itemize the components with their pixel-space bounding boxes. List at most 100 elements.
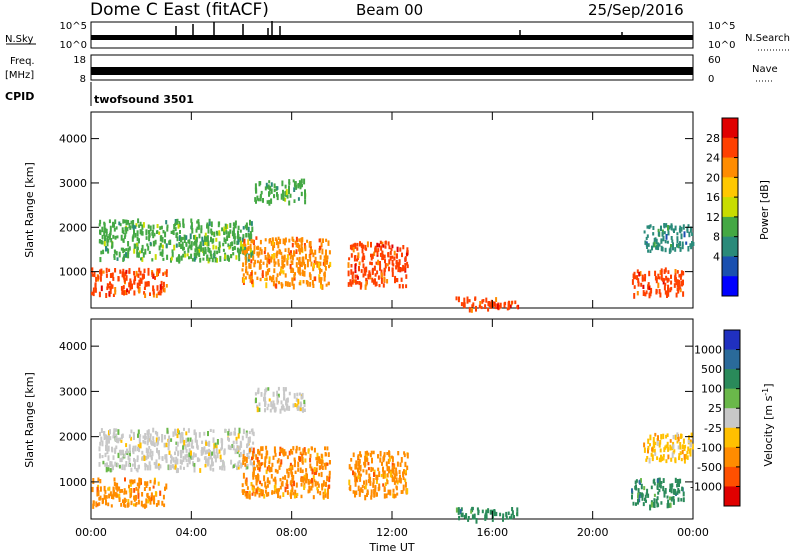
data-cell	[350, 466, 353, 471]
data-cell	[141, 244, 144, 251]
data-cell	[127, 252, 130, 259]
data-cell	[264, 238, 267, 242]
data-cell	[145, 456, 148, 461]
data-cell	[281, 284, 283, 289]
data-cell	[286, 405, 289, 411]
data-cell	[360, 269, 363, 273]
data-cell	[170, 230, 173, 234]
data-cell	[646, 243, 649, 249]
data-cell	[467, 518, 470, 522]
data-cell	[356, 276, 359, 280]
data-cell	[400, 277, 403, 282]
data-cell	[663, 447, 666, 453]
data-cell	[91, 273, 94, 277]
data-cell	[294, 272, 296, 276]
data-cell	[273, 403, 276, 409]
data-cell	[396, 492, 399, 496]
data-cell	[241, 483, 244, 488]
data-cell	[129, 280, 132, 287]
data-cell	[125, 443, 128, 448]
data-cell	[327, 484, 330, 489]
data-cell	[680, 226, 683, 232]
data-cell	[183, 238, 186, 243]
data-cell	[302, 477, 305, 483]
data-cell	[132, 224, 135, 230]
data-cell	[211, 257, 214, 263]
data-cell	[507, 511, 510, 515]
data-cell	[674, 489, 677, 495]
data-cell	[389, 471, 392, 478]
data-cell	[485, 511, 488, 518]
data-cell	[99, 431, 101, 437]
data-cell	[101, 440, 104, 447]
data-cell	[379, 450, 382, 457]
data-cell	[644, 273, 647, 279]
data-cell	[277, 244, 280, 249]
colorbar-band	[722, 256, 738, 277]
data-cell	[232, 252, 235, 256]
data-cell	[280, 193, 283, 200]
data-cell	[239, 246, 242, 252]
data-cell	[302, 451, 305, 456]
data-cell	[207, 229, 210, 234]
data-cell	[188, 441, 191, 447]
colorbar-tick-label: -500	[697, 461, 722, 474]
data-cell	[281, 265, 284, 269]
data-cell	[223, 257, 226, 261]
data-cell	[236, 235, 239, 239]
data-cell	[286, 260, 289, 266]
data-cell	[138, 279, 141, 285]
data-cell	[658, 289, 661, 294]
data-cell	[491, 514, 494, 519]
data-cell	[256, 404, 259, 408]
data-cell	[173, 465, 176, 470]
data-cell	[290, 494, 292, 499]
data-cell	[473, 513, 476, 520]
data-cell	[181, 241, 184, 248]
data-cell	[358, 266, 360, 272]
data-cell	[244, 250, 247, 254]
data-cell	[399, 474, 401, 480]
data-cell	[189, 437, 192, 442]
data-cell	[465, 513, 468, 520]
data-cell	[146, 451, 149, 457]
colorbar-tick-label: 4	[713, 250, 720, 263]
data-cell	[635, 487, 638, 491]
data-cell	[306, 264, 309, 268]
data-cell	[223, 465, 226, 471]
data-cell	[644, 240, 647, 245]
data-cell	[152, 427, 155, 433]
data-cell	[174, 451, 176, 456]
data-cell	[189, 244, 192, 249]
data-cell	[120, 439, 123, 443]
data-cell	[133, 459, 136, 465]
data-cell	[266, 477, 269, 481]
data-cell	[272, 274, 275, 280]
data-cell	[656, 478, 659, 483]
data-cell	[642, 502, 645, 507]
data-cell	[123, 235, 126, 239]
data-cell	[318, 472, 321, 477]
data-cell	[152, 440, 155, 446]
data-cell	[223, 230, 226, 235]
data-cell	[238, 427, 241, 434]
data-cell	[301, 269, 304, 275]
data-cell	[219, 454, 222, 460]
data-cell	[218, 241, 221, 247]
data-cell	[358, 261, 361, 266]
data-cell	[315, 470, 318, 475]
data-cell	[678, 483, 680, 487]
data-cell	[126, 227, 129, 232]
data-cell	[92, 500, 95, 504]
data-cell	[406, 250, 409, 255]
data-cell	[672, 444, 675, 450]
data-cell	[170, 455, 173, 461]
data-cell	[107, 437, 110, 444]
data-cell	[143, 291, 146, 295]
data-cell	[370, 492, 373, 497]
data-cell	[661, 231, 664, 237]
data-cell	[121, 271, 124, 278]
data-cell	[403, 453, 406, 458]
data-cell	[119, 269, 122, 274]
data-cell	[300, 483, 303, 487]
